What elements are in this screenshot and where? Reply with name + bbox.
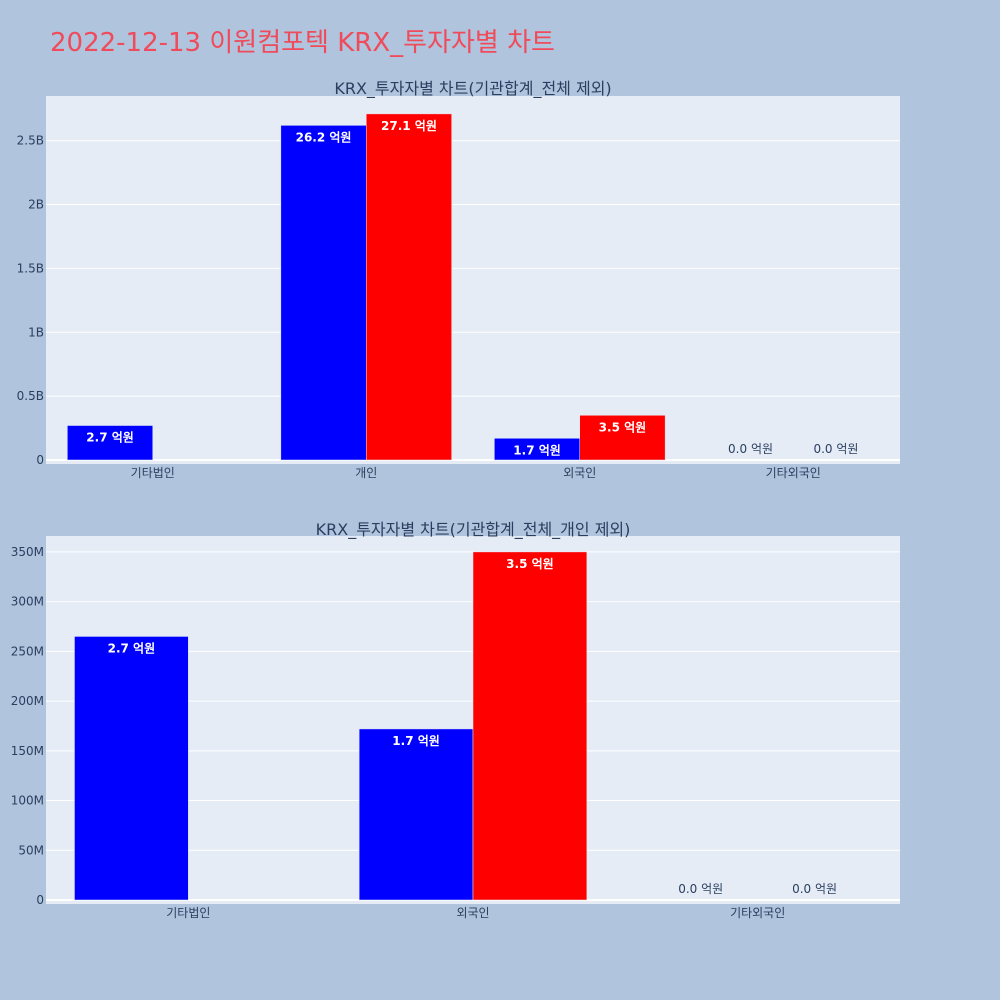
chart-title: KRX_투자자별 차트(기관합계_전체 제외) [334,79,611,99]
data-label: 0.0 억원 [728,442,773,456]
y-tick-label: 0 [36,893,44,907]
data-label: 27.1 억원 [381,119,437,133]
x-tick-label: 기타외국인 [730,906,785,920]
x-tick-label: 기타외국인 [766,466,821,480]
data-label: 1.7 억원 [392,734,440,748]
bar [67,425,153,461]
bar [74,636,189,901]
y-tick-label: 1B [28,325,44,339]
x-tick-label: 기타법인 [166,906,210,920]
y-tick-label: 350M [11,545,44,559]
x-tick-label: 외국인 [456,906,489,920]
x-tick-label: 기타법인 [131,466,175,480]
data-label: 0.0 억원 [792,882,837,896]
bar [358,728,474,901]
y-tick-label: 50M [18,843,44,857]
y-tick-label: 150M [11,744,44,758]
data-label: 0.0 억원 [678,882,723,896]
data-label: 26.2 억원 [296,130,352,144]
y-tick-label: 0.5B [17,389,44,403]
y-tick-label: 250M [11,644,44,658]
page-title: 2022-12-13 이원컴포텍 KRX_투자자별 차트 [50,28,555,58]
bar [366,113,452,461]
data-label: 2.7 억원 [108,641,156,655]
bar [280,125,367,461]
data-label: 3.5 억원 [599,420,647,434]
bar [472,551,588,901]
data-label: 2.7 억원 [86,431,134,445]
y-tick-label: 100M [11,794,44,808]
data-label: 3.5 억원 [506,557,554,571]
y-tick-label: 2B [28,198,44,212]
data-label: 1.7 억원 [513,443,561,457]
y-tick-label: 200M [11,694,44,708]
chart-top: 0 0.5B 1B 1.5B 2B 2.5B KRX_투자자별 차트(기관합계_전체 제외)… [17,79,900,480]
y-tick-label: 2.5B [17,134,44,148]
y-tick-label: 300M [11,595,44,609]
x-tick-label: 개인 [355,466,377,480]
x-tick-label: 외국인 [563,466,596,480]
plot-area [46,96,900,464]
y-tick-label: 0 [36,453,44,467]
bar [579,415,666,461]
y-tick-label: 1.5B [17,261,44,275]
data-label: 0.0 억원 [813,442,858,456]
chart-title: KRX_투자자별 차트(기관합계_전체_개인 제외) [316,520,631,540]
